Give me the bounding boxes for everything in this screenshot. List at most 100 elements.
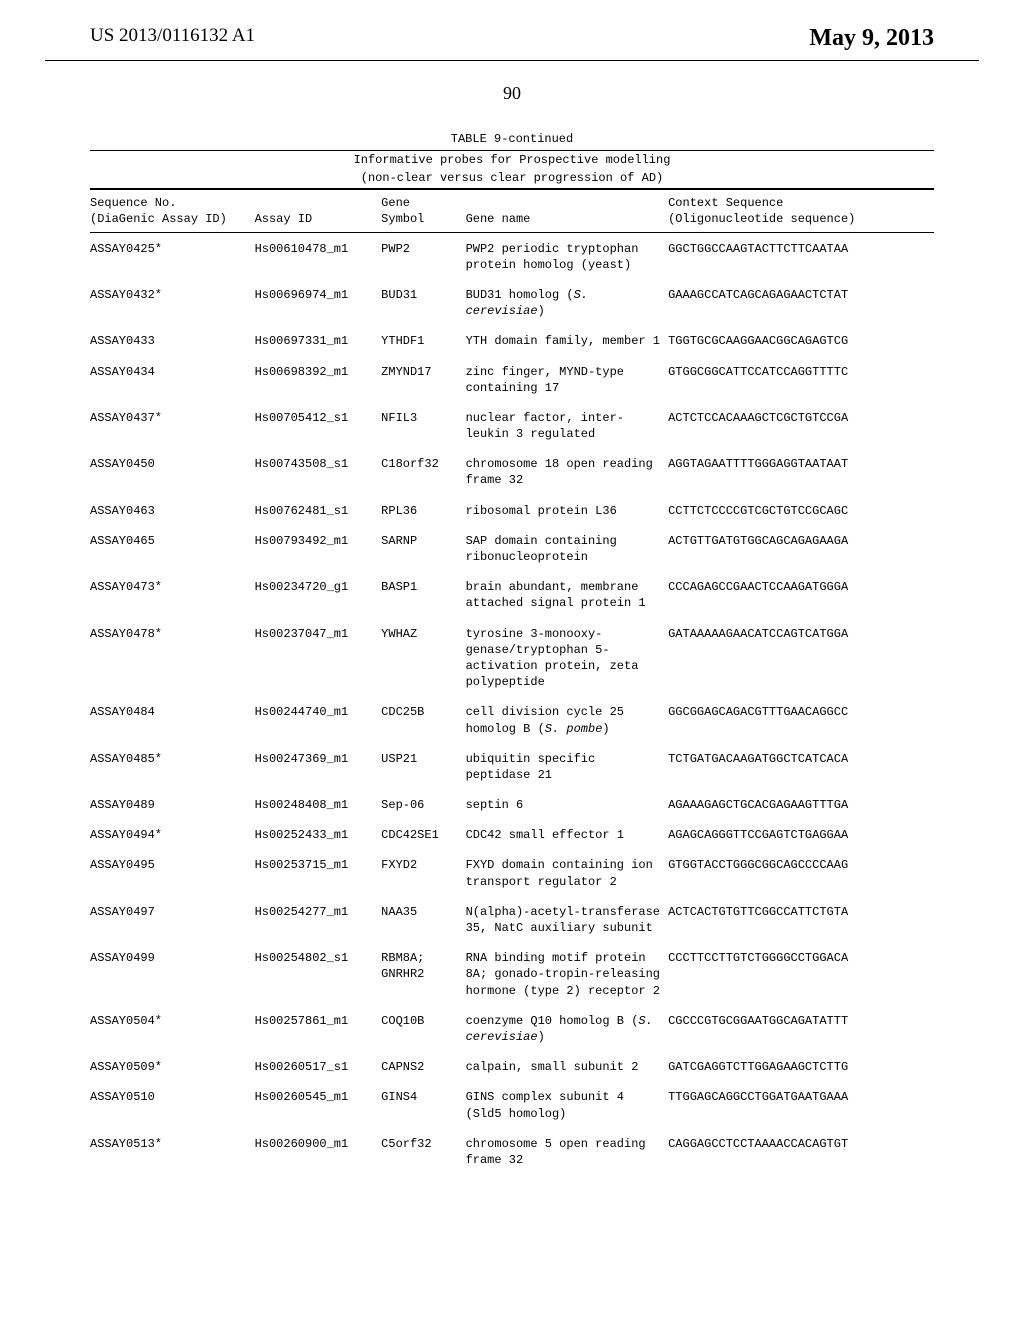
name-cell: tyrosine 3-monooxy-genase/tryptophan 5-a… xyxy=(466,618,669,697)
gene-cell: SARNP xyxy=(381,525,465,571)
table-row: ASSAY0485*Hs00247369_m1USP21ubiquitin sp… xyxy=(90,743,934,789)
table-container: TABLE 9-continued Informative probes for… xyxy=(90,132,934,1174)
table-row: ASSAY0489Hs00248408_m1Sep-06septin 6AGAA… xyxy=(90,789,934,819)
gene-cell: FXYD2 xyxy=(381,849,465,895)
table-row: ASSAY0465Hs00793492_m1SARNPSAP domain co… xyxy=(90,525,934,571)
name-cell: ubiquitin specific peptidase 21 xyxy=(466,743,669,789)
name-cell: PWP2 periodic tryptophan protein homolog… xyxy=(466,232,669,279)
gene-cell: GINS4 xyxy=(381,1081,465,1127)
sequence-cell: ASSAY0478* xyxy=(90,618,255,697)
context-cell: GTGGCGGCATTCCATCCAGGTTTTC xyxy=(668,356,934,402)
gene-cell: C5orf32 xyxy=(381,1128,465,1174)
assay-cell: Hs00610478_m1 xyxy=(255,232,382,279)
name-cell: ribosomal protein L36 xyxy=(466,495,669,525)
assay-cell: Hs00244740_m1 xyxy=(255,696,382,742)
assay-cell: Hs00252433_m1 xyxy=(255,819,382,849)
sequence-cell: ASSAY0432* xyxy=(90,279,255,325)
sequence-cell: ASSAY0463 xyxy=(90,495,255,525)
context-cell: GGCTGGCCAAGTACTTCTTCAATAA xyxy=(668,232,934,279)
gene-cell: YWHAZ xyxy=(381,618,465,697)
assay-cell: Hs00234720_g1 xyxy=(255,571,382,617)
table-row: ASSAY0437*Hs00705412_s1NFIL3nuclear fact… xyxy=(90,402,934,448)
table-row: ASSAY0495Hs00253715_m1FXYD2FXYD domain c… xyxy=(90,849,934,895)
table-row: ASSAY0450Hs00743508_s1C18orf32chromosome… xyxy=(90,448,934,494)
table-row: ASSAY0499Hs00254802_s1RBM8A; GNRHR2RNA b… xyxy=(90,942,934,1005)
sequence-cell: ASSAY0473* xyxy=(90,571,255,617)
context-cell: CCCAGAGCCGAACTCCAAGATGGGA xyxy=(668,571,934,617)
sequence-cell: ASSAY0497 xyxy=(90,896,255,942)
gene-cell: USP21 xyxy=(381,743,465,789)
table-row: ASSAY0478*Hs00237047_m1YWHAZtyrosine 3-m… xyxy=(90,618,934,697)
col-header-name: Gene name xyxy=(466,190,669,232)
context-cell: CAGGAGCCTCCTAAAACCACAGTGT xyxy=(668,1128,934,1174)
context-cell: AGGTAGAATTTTGGGAGGTAATAAT xyxy=(668,448,934,494)
context-cell: CCCTTCCTTGTCTGGGGCCTGGACA xyxy=(668,942,934,1005)
context-cell: AGAGCAGGGTTCCGAGTCTGAGGAA xyxy=(668,819,934,849)
context-cell: GATCGAGGTCTTGGAGAAGCTCTTG xyxy=(668,1051,934,1081)
sequence-cell: ASSAY0450 xyxy=(90,448,255,494)
table-row: ASSAY0433Hs00697331_m1YTHDF1YTH domain f… xyxy=(90,325,934,355)
gene-cell: PWP2 xyxy=(381,232,465,279)
publication-number: US 2013/0116132 A1 xyxy=(90,25,255,47)
context-cell: TTGGAGCAGGCCTGGATGAATGAAA xyxy=(668,1081,934,1127)
assay-cell: Hs00257861_m1 xyxy=(255,1005,382,1051)
context-cell: TCTGATGACAAGATGGCTCATCACA xyxy=(668,743,934,789)
table-row: ASSAY0497Hs00254277_m1NAA35N(alpha)-acet… xyxy=(90,896,934,942)
name-cell: N(alpha)-acetyl-transferase 35, NatC aux… xyxy=(466,896,669,942)
col-header-text: Context Sequence xyxy=(668,196,783,210)
sequence-cell: ASSAY0484 xyxy=(90,696,255,742)
assay-cell: Hs00248408_m1 xyxy=(255,789,382,819)
table-row: ASSAY0473*Hs00234720_g1BASP1brain abunda… xyxy=(90,571,934,617)
name-cell: RNA binding motif protein 8A; gonado-tro… xyxy=(466,942,669,1005)
name-cell: cell division cycle 25 homolog B (S. pom… xyxy=(466,696,669,742)
page-header: US 2013/0116132 A1 May 9, 2013 xyxy=(45,0,979,61)
name-cell: BUD31 homolog (S. cerevisiae) xyxy=(466,279,669,325)
table-header-row: Sequence No. (DiaGenic Assay ID) Assay I… xyxy=(90,190,934,232)
name-cell: calpain, small subunit 2 xyxy=(466,1051,669,1081)
table-row: ASSAY0432*Hs00696974_m1BUD31BUD31 homolo… xyxy=(90,279,934,325)
assay-cell: Hs00705412_s1 xyxy=(255,402,382,448)
context-cell: TGGTGCGCAAGGAACGGCAGAGTCG xyxy=(668,325,934,355)
name-cell: septin 6 xyxy=(466,789,669,819)
assay-cell: Hs00698392_m1 xyxy=(255,356,382,402)
table-row: ASSAY0463Hs00762481_s1RPL36ribosomal pro… xyxy=(90,495,934,525)
publication-date: May 9, 2013 xyxy=(809,25,934,52)
col-header-text: Gene xyxy=(381,196,410,210)
page-number: 90 xyxy=(0,83,1024,104)
gene-cell: CDC25B xyxy=(381,696,465,742)
name-cell: CDC42 small effector 1 xyxy=(466,819,669,849)
sequence-cell: ASSAY0465 xyxy=(90,525,255,571)
col-header-context: Context Sequence (Oligonucleotide sequen… xyxy=(668,190,934,232)
table-label: TABLE 9-continued xyxy=(90,132,934,146)
col-header-assay: Assay ID xyxy=(255,190,382,232)
sequence-cell: ASSAY0504* xyxy=(90,1005,255,1051)
sequence-cell: ASSAY0433 xyxy=(90,325,255,355)
name-cell: chromosome 18 open reading frame 32 xyxy=(466,448,669,494)
gene-cell: COQ10B xyxy=(381,1005,465,1051)
assay-cell: Hs00762481_s1 xyxy=(255,495,382,525)
gene-cell: C18orf32 xyxy=(381,448,465,494)
gene-cell: Sep-06 xyxy=(381,789,465,819)
col-header-text: (DiaGenic Assay ID) xyxy=(90,212,227,226)
table-row: ASSAY0494*Hs00252433_m1CDC42SE1CDC42 sma… xyxy=(90,819,934,849)
assay-cell: Hs00237047_m1 xyxy=(255,618,382,697)
col-header-text: Symbol xyxy=(381,212,424,226)
assay-cell: Hs00254277_m1 xyxy=(255,896,382,942)
table-row: ASSAY0509*Hs00260517_s1CAPNS2calpain, sm… xyxy=(90,1051,934,1081)
sequence-cell: ASSAY0513* xyxy=(90,1128,255,1174)
assay-cell: Hs00253715_m1 xyxy=(255,849,382,895)
col-header-text: (Oligonucleotide sequence) xyxy=(668,212,855,226)
sequence-cell: ASSAY0509* xyxy=(90,1051,255,1081)
table-caption-line1: Informative probes for Prospective model… xyxy=(90,152,934,170)
table-row: ASSAY0513*Hs00260900_m1C5orf32chromosome… xyxy=(90,1128,934,1174)
assay-cell: Hs00260545_m1 xyxy=(255,1081,382,1127)
name-cell: GINS complex subunit 4 (Sld5 homolog) xyxy=(466,1081,669,1127)
assay-cell: Hs00696974_m1 xyxy=(255,279,382,325)
name-cell: zinc finger, MYND-type containing 17 xyxy=(466,356,669,402)
sequence-cell: ASSAY0499 xyxy=(90,942,255,1005)
context-cell: GAAAGCCATCAGCAGAGAACTCTAT xyxy=(668,279,934,325)
gene-cell: CDC42SE1 xyxy=(381,819,465,849)
table-row: ASSAY0510Hs00260545_m1GINS4GINS complex … xyxy=(90,1081,934,1127)
context-cell: ACTCTCCACAAAGCTCGCTGTCCGA xyxy=(668,402,934,448)
context-cell: ACTCACTGTGTTCGGCCATTCTGTA xyxy=(668,896,934,942)
